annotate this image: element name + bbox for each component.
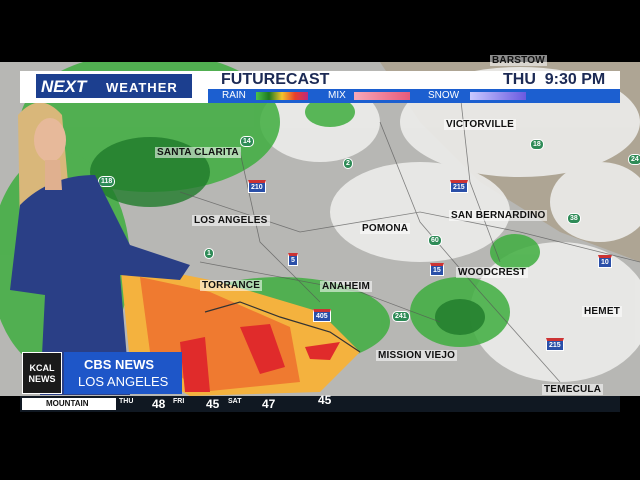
header-title: FUTURECAST	[221, 71, 330, 88]
city-label: TORRANCE	[200, 280, 263, 291]
city-label: VICTORVILLE	[444, 119, 516, 130]
city-label: HEMET	[582, 306, 622, 317]
presenter	[10, 102, 190, 395]
ticker-temp: 45	[206, 397, 220, 411]
legend-label: RAIN	[222, 90, 246, 101]
highway-shield: 38	[567, 213, 581, 224]
ticker-day: SAT	[228, 398, 242, 405]
city-label: ANAHEIM	[320, 281, 373, 292]
city-label: TEMECULA	[542, 384, 604, 395]
highway-shield: 215	[546, 338, 564, 351]
city-label: SANTA CLARITA	[155, 147, 241, 158]
legend-label: SNOW	[428, 90, 460, 101]
ticker-temp: 45	[318, 393, 332, 407]
highway-shield: 5	[288, 253, 298, 266]
city-label: WOODCREST	[456, 267, 528, 278]
ticker-day: FRI	[173, 398, 185, 405]
legend-swatch	[256, 92, 308, 100]
brand-sub: WEATHER	[106, 80, 178, 95]
highway-shield: 14	[240, 136, 254, 147]
highway-shield: 2	[343, 158, 353, 169]
highway-shield: 118	[98, 176, 116, 187]
ticker-region: MOUNTAIN	[22, 398, 116, 410]
station-logo: KCAL NEWS	[22, 352, 62, 394]
highway-shield: 210	[248, 180, 266, 193]
legend-swatch	[470, 92, 526, 100]
highway-shield: 60	[428, 235, 442, 246]
highway-shield: 15	[430, 263, 444, 276]
highway-shield: 1	[204, 248, 214, 259]
highway-shield: 10	[598, 255, 612, 268]
highway-shield: 24	[628, 154, 640, 165]
city-label: MISSION VIEJO	[376, 350, 458, 361]
network: CBS NEWS	[84, 357, 155, 372]
ticker-bar	[20, 396, 620, 412]
legend-label: MIX	[328, 90, 346, 101]
city-label: LOS ANGELES	[192, 215, 270, 226]
city-label: BARSTOW	[490, 55, 547, 66]
legend-swatch	[354, 92, 410, 100]
city-label: SAN BERNARDINO	[449, 210, 548, 221]
city-label: POMONA	[360, 223, 411, 234]
highway-shield: 405	[313, 309, 331, 322]
market: LOS ANGELES	[78, 374, 169, 389]
highway-shield: 18	[530, 139, 544, 150]
ticker-temp: 48	[152, 397, 166, 411]
ticker-day: THU	[119, 398, 134, 405]
highway-shield: 241	[392, 311, 410, 322]
network-box: CBS NEWS LOS ANGELES	[64, 352, 182, 394]
header-time: THU 9:30 PM	[503, 71, 606, 88]
legend-bar: RAIN MIX SNOW	[208, 89, 620, 103]
ticker-temp: 47	[262, 397, 276, 411]
brand: NEXT	[41, 77, 87, 96]
highway-shield: 215	[450, 180, 468, 193]
brand-box: NEXT WEATHER	[36, 74, 192, 98]
